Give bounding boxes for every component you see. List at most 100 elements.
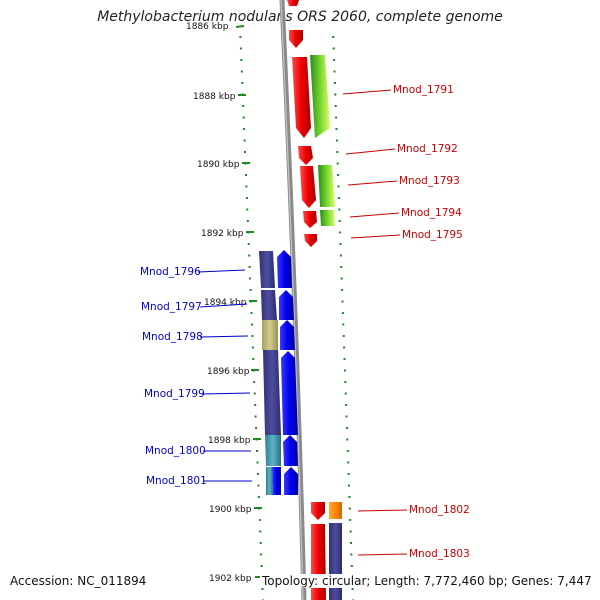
track-dot — [344, 392, 347, 395]
track-dot — [250, 323, 253, 326]
track-dot — [342, 335, 345, 337]
tick-label: 1896 kbp — [207, 367, 250, 377]
track-dot — [259, 542, 262, 544]
gene-mnod-1801-blue-arrow — [284, 467, 298, 495]
label-leader — [345, 148, 396, 155]
gene-label-mnod-1803[interactable]: Mnod_1803 — [409, 548, 470, 560]
genome-backbone — [279, 0, 307, 600]
tick-label: 1898 kbp — [208, 436, 251, 446]
gene-mnod-1799-slate — [263, 350, 281, 435]
track-dot — [350, 542, 352, 544]
track-dot — [245, 185, 248, 188]
track-dot — [344, 381, 347, 383]
gene-label-mnod-1797[interactable]: Mnod_1797 — [141, 301, 202, 313]
track-dot — [341, 289, 344, 291]
track-dot — [340, 266, 343, 268]
track-dot — [346, 450, 349, 452]
track-dot — [338, 208, 341, 211]
gene-mnod-1794-red — [303, 211, 317, 228]
gene-mnod-1798-blue — [280, 320, 295, 350]
track-dot — [335, 128, 338, 130]
topology-info: Topology: circular; Length: 7,772,460 bp… — [260, 574, 594, 588]
label-leader — [350, 234, 401, 239]
kbp-ticks: 1886 kbp 1888 kbp 1890 kbp 1892 kbp 1894… — [186, 22, 263, 584]
accession-info: Accession: NC_011894 — [8, 574, 149, 588]
gene-label-mnod-1799[interactable]: Mnod_1799 — [144, 388, 205, 400]
track-dot — [256, 461, 259, 464]
map-title: Methylobacterium nodulans ORS 2060, comp… — [97, 9, 503, 25]
gene-label-mnod-1792[interactable]: Mnod_1792 — [397, 143, 458, 155]
gene-label-mnod-1798[interactable]: Mnod_1798 — [142, 331, 203, 343]
gene-label-mnod-1801[interactable]: Mnod_1801 — [146, 475, 207, 487]
label-leader — [357, 509, 408, 512]
track-dot — [249, 277, 252, 280]
genome-backbone-highlight — [280, 0, 304, 600]
gene-mnod-1791-green — [310, 55, 330, 138]
track-dot — [349, 519, 352, 521]
label-leader — [347, 180, 398, 186]
gene-label-mnod-1796[interactable]: Mnod_1796 — [140, 266, 201, 278]
track-dot — [341, 312, 344, 314]
track-dot — [333, 70, 336, 73]
gene-label-mnod-1800[interactable]: Mnod_1800 — [145, 445, 206, 457]
gene-mnod-1800-teal — [265, 435, 281, 466]
track-dot — [342, 323, 345, 326]
track-dot — [339, 243, 342, 245]
track-dot — [350, 565, 353, 567]
gene-mnod-1801-blue — [272, 467, 281, 495]
track-dot — [260, 553, 263, 556]
track-dot — [350, 553, 353, 556]
track-dot — [250, 312, 253, 314]
track-dot — [339, 254, 342, 257]
label-leader — [342, 89, 392, 95]
label-leader — [357, 553, 408, 556]
track-dot — [251, 335, 254, 337]
forward-gene-labels: Mnod_1791 Mnod_1792 Mnod_1793 Mnod_1794 … — [342, 84, 470, 560]
track-dot — [243, 128, 246, 130]
track-dot — [255, 427, 258, 429]
gene-mnod-1793-green — [318, 165, 335, 207]
track-dot — [256, 473, 259, 475]
track-dot — [348, 496, 351, 498]
track-dot — [252, 358, 255, 360]
track-dot — [343, 369, 346, 372]
track-dot — [240, 59, 243, 61]
gene-mnod-1803-red — [311, 524, 326, 600]
label-leader — [199, 335, 249, 338]
label-leader — [201, 392, 251, 395]
gene-label-mnod-1791[interactable]: Mnod_1791 — [393, 84, 454, 96]
track-dot — [335, 116, 338, 119]
gene-label-mnod-1794[interactable]: Mnod_1794 — [401, 207, 462, 219]
track-dot — [239, 47, 242, 50]
gene-mnod-1797-blue — [279, 290, 294, 320]
track-dot — [337, 174, 340, 176]
gene-mnod-1797-slate — [261, 290, 277, 320]
track-dot — [260, 565, 263, 567]
gene-mnod-1802-red — [311, 502, 325, 520]
gene-mnod-1800-blue — [283, 435, 298, 466]
gene-mnod-1802-orange — [329, 502, 342, 519]
label-leader — [349, 212, 400, 218]
track-dot — [345, 404, 348, 406]
gene-label-mnod-1802[interactable]: Mnod_1802 — [409, 504, 470, 516]
track-dot — [249, 289, 252, 291]
tick-label: 1900 kbp — [209, 505, 252, 515]
track-dot — [259, 530, 262, 533]
gene-mnod-1791-red — [292, 57, 311, 138]
track-dot — [244, 151, 246, 153]
track-dot — [240, 70, 243, 73]
gene-mnod-1795-red — [304, 234, 317, 247]
gene-label-mnod-1793[interactable]: Mnod_1793 — [399, 175, 460, 187]
track-dot — [335, 139, 338, 142]
track-dot — [336, 162, 339, 165]
track-dot — [254, 404, 257, 406]
gene-mnod-1796-slate — [259, 251, 275, 288]
gene-mnod-1792-red — [298, 146, 313, 165]
track-dot — [339, 231, 342, 234]
gene-mnod-1796-blue — [277, 250, 292, 288]
track-dot — [332, 47, 335, 50]
track-dot — [341, 300, 344, 303]
gene-label-mnod-1795[interactable]: Mnod_1795 — [402, 229, 463, 241]
track-dot — [347, 473, 350, 475]
